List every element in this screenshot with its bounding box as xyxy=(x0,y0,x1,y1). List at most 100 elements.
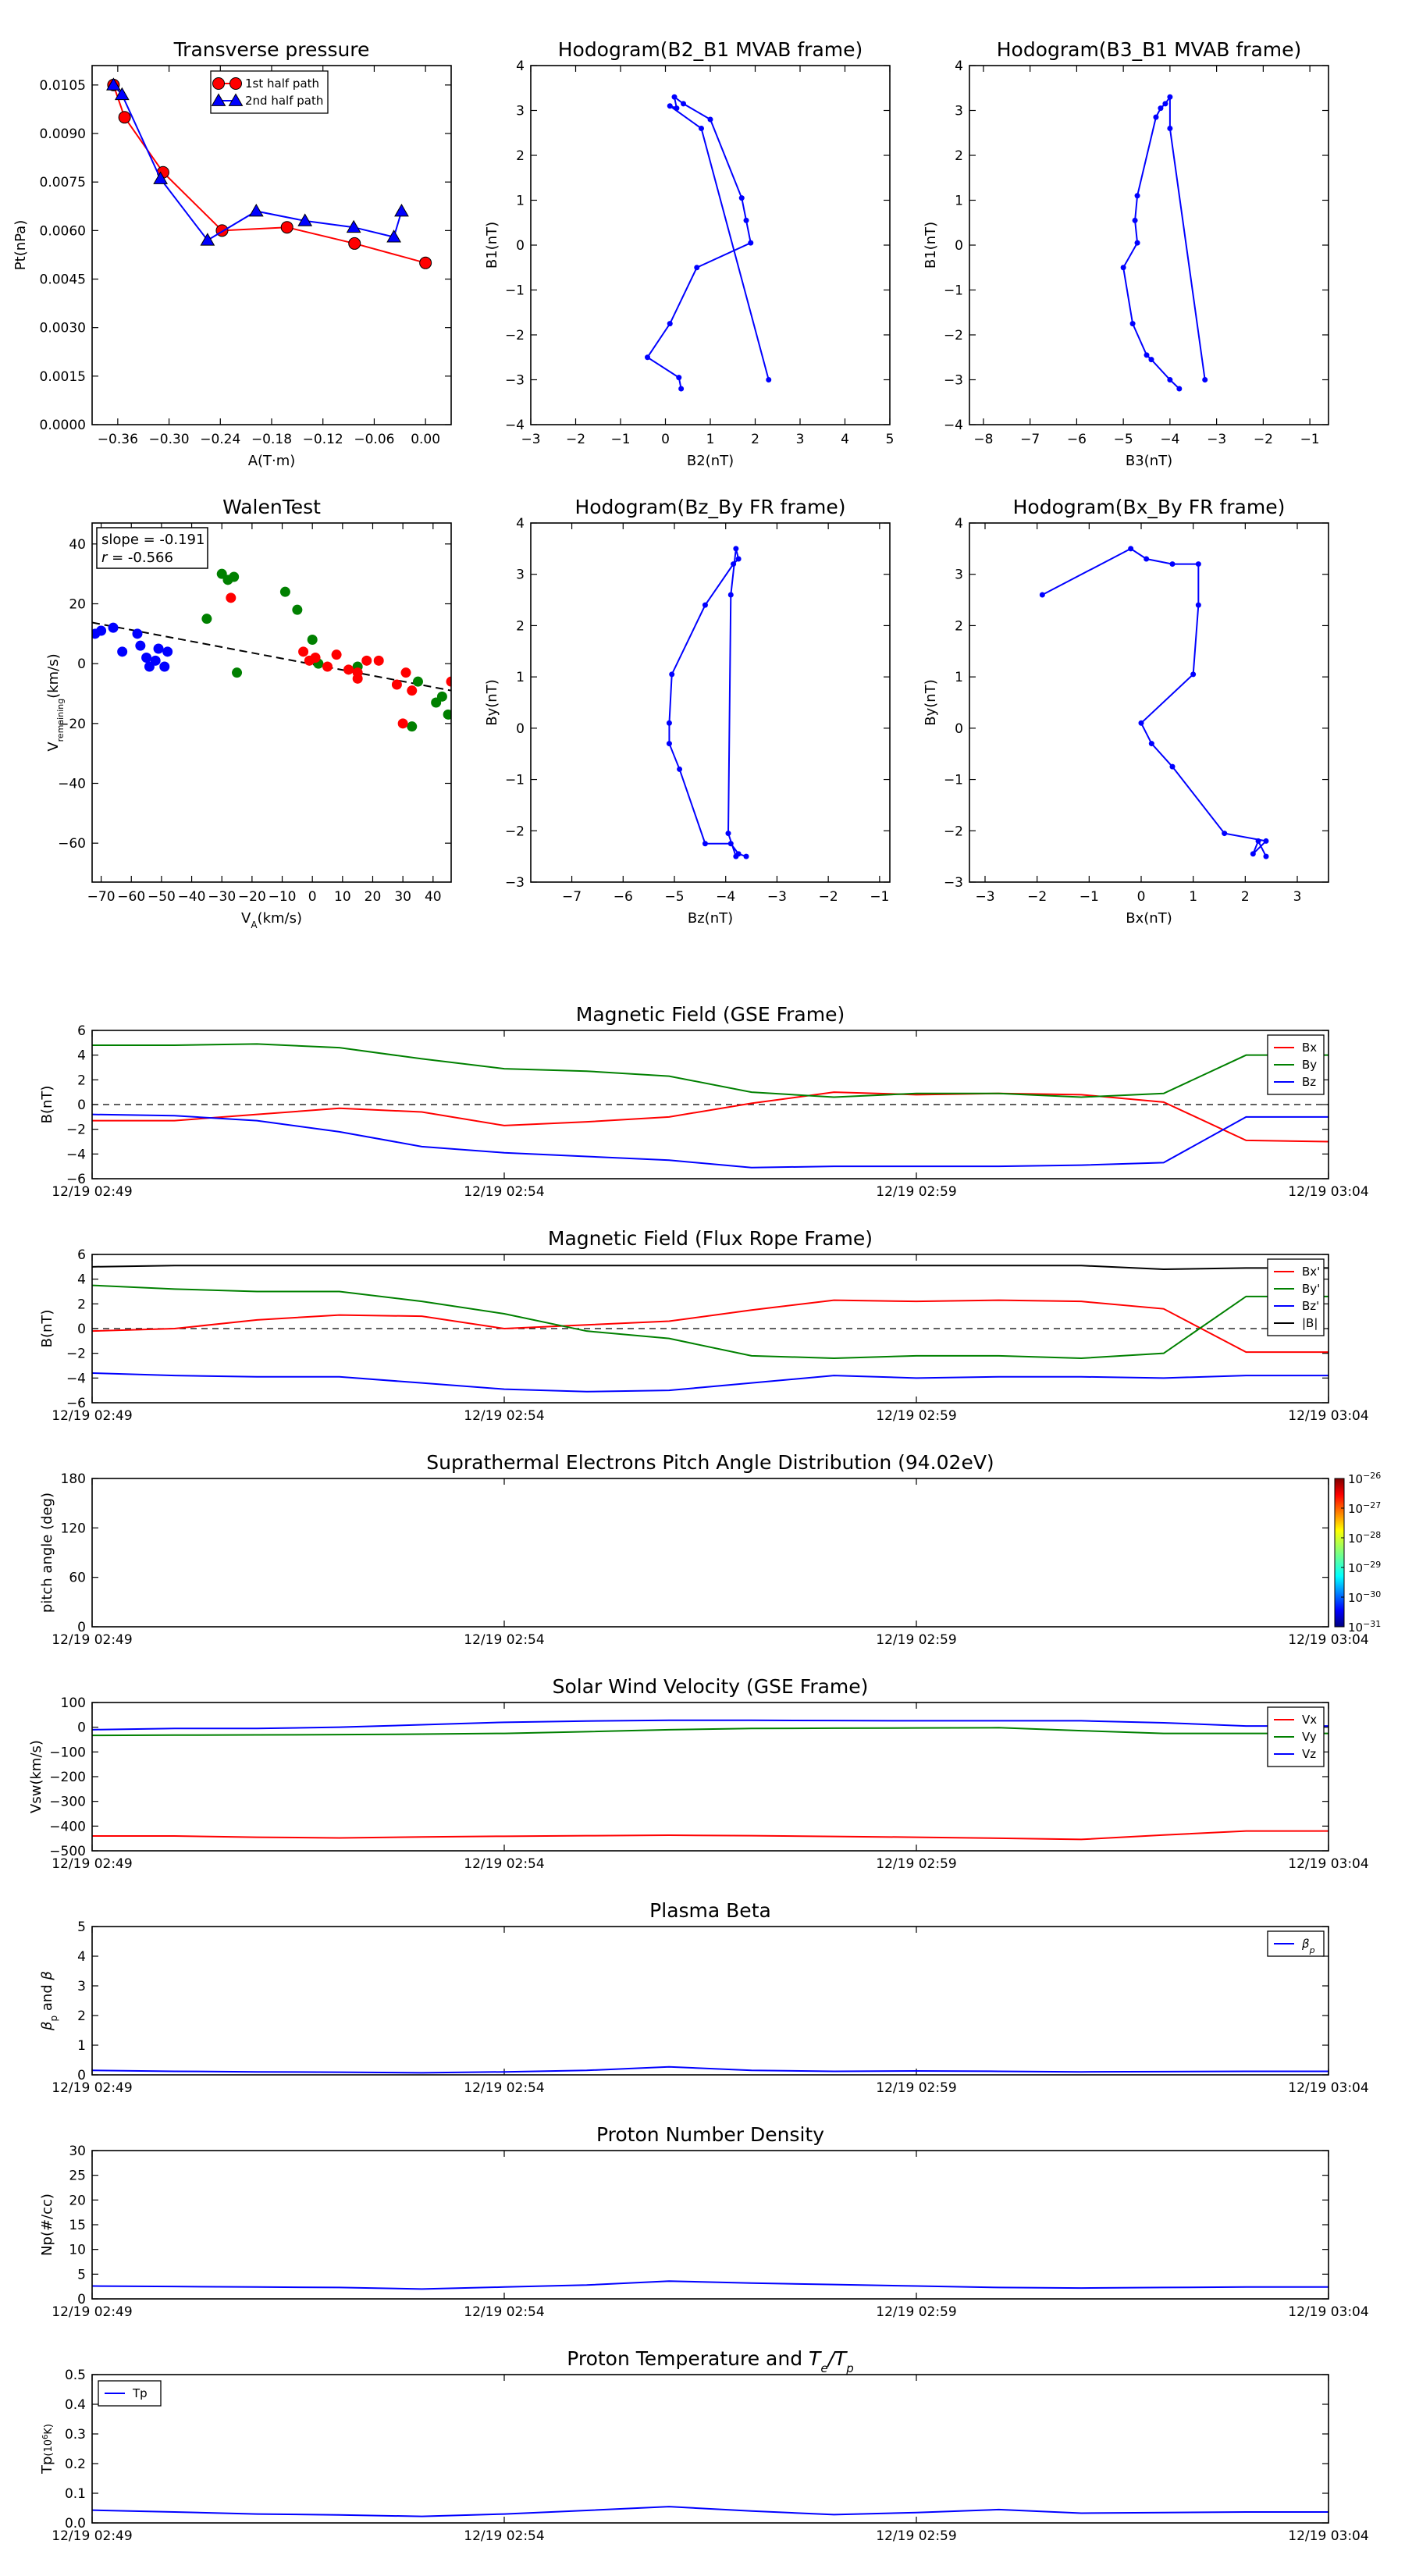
x-tick-label: 12/19 02:54 xyxy=(464,2528,544,2544)
data-point xyxy=(1144,352,1150,358)
data-point xyxy=(292,604,303,615)
x-tick-label: 0 xyxy=(661,432,670,447)
x-tick-label: −6 xyxy=(1067,432,1087,447)
data-point xyxy=(279,586,290,597)
y-tick-label: −60 xyxy=(58,836,86,852)
legend-box xyxy=(210,70,329,114)
x-tick-label: 12/19 02:49 xyxy=(52,1408,132,1424)
legend-label: Vx xyxy=(1302,1713,1317,1727)
y-tick-label: 0 xyxy=(77,1322,86,1337)
plot-area xyxy=(92,2065,1329,2074)
y-tick-label: −500 xyxy=(49,1844,86,1859)
x-tick-label: −10 xyxy=(269,889,297,905)
data-point xyxy=(132,628,143,639)
y-axis-label-and: and xyxy=(39,1980,55,2016)
data-point xyxy=(1153,114,1159,120)
legend-label: Tp xyxy=(132,2386,148,2400)
legend-label: Vz xyxy=(1302,1747,1316,1761)
y-tick-label: −4 xyxy=(505,418,525,433)
chart-h3: Hodogram(Bz_By FR frame) −7 −6 −5 −4 −3 −2 −1 −3… xyxy=(484,496,891,927)
legend-marker xyxy=(211,93,226,106)
x-tick-label: −0.36 xyxy=(98,432,138,447)
x-tick-label: −0.06 xyxy=(354,432,394,447)
y-axis-label-unit: (km/s) xyxy=(45,653,62,698)
legend-label: Bx xyxy=(1302,1041,1317,1055)
y-tick-label: 40 xyxy=(69,537,86,553)
x-tick-label: 12/19 02:54 xyxy=(464,1632,544,1648)
x-tick-label: −3 xyxy=(767,889,787,905)
chart-title: Hodogram(Bz_By FR frame) xyxy=(574,496,845,518)
x-tick-label: −4 xyxy=(716,889,735,905)
y-tick-label: 0.1 xyxy=(65,2486,86,2502)
title-sub-e: e xyxy=(820,2361,827,2375)
x-tick-label: −3 xyxy=(1207,432,1226,447)
data-point xyxy=(407,721,418,732)
plot-area xyxy=(645,94,772,392)
x-tick-label: 3 xyxy=(1293,889,1302,905)
data-point xyxy=(1195,602,1201,608)
y-tick-label: 5 xyxy=(77,1920,86,1935)
legend-label: By xyxy=(1302,1058,1317,1072)
y-tick-label: 180 xyxy=(61,1471,86,1487)
x-tick-label: 12/19 02:49 xyxy=(52,2528,132,2544)
y-axis-label-beta: β xyxy=(39,2021,55,2031)
legend-marker xyxy=(212,77,225,90)
series-line xyxy=(92,2065,1329,2074)
data-point xyxy=(1222,831,1228,837)
y-axis-label-beta2: β xyxy=(39,1971,55,1981)
data-point xyxy=(141,653,152,663)
series-line xyxy=(92,1091,1329,1143)
title-ratio-slash: /T xyxy=(827,2347,848,2370)
data-point xyxy=(676,375,682,381)
plot-area xyxy=(1039,546,1269,859)
x-tick-label: 12/19 03:04 xyxy=(1288,1632,1368,1648)
y-tick-label: 0.3 xyxy=(65,2427,86,2443)
y-axis-label: By(nT) xyxy=(484,679,500,725)
y-tick-label: −40 xyxy=(58,777,86,792)
x-tick-label: −40 xyxy=(178,889,206,905)
chart-tp: Transverse pressure−0.36 −0.30 −0.24 −0.18−… xyxy=(12,38,452,469)
colorbar-label: 10−29 xyxy=(1348,1560,1381,1576)
axes-frame xyxy=(969,65,1329,425)
legend-marker xyxy=(228,93,244,106)
x-tick-label: 12/19 02:49 xyxy=(52,1184,132,1200)
data-point xyxy=(436,691,447,702)
y-tick-label: 0.0090 xyxy=(40,126,86,142)
colorbar-base: 10 xyxy=(1348,1561,1363,1575)
y-tick-label: −2 xyxy=(505,328,525,343)
title-ratio: T xyxy=(809,2347,822,2370)
axes-frame xyxy=(969,522,1329,883)
series-line xyxy=(92,1113,1329,1169)
data-point xyxy=(738,195,745,201)
y-tick-label: 4 xyxy=(77,1272,86,1288)
data-point xyxy=(331,649,342,660)
x-tick-label: 4 xyxy=(841,432,849,447)
x-tick-label: 20 xyxy=(365,889,382,905)
x-tick-label: 12/19 02:59 xyxy=(876,1184,956,1200)
x-tick-label: 12/19 02:59 xyxy=(876,1408,956,1424)
colorbar-exp: −31 xyxy=(1363,1619,1381,1629)
chart-np: Proton Number Density 12/19 02:49 12/19 02… xyxy=(39,2123,1369,2320)
legend-beta: β xyxy=(1301,1937,1310,1951)
legend-label: βp xyxy=(1301,1937,1315,1955)
y-tick-label: 0 xyxy=(77,1720,86,1736)
y-tick-label: 2 xyxy=(77,2008,86,2024)
data-point xyxy=(727,592,734,598)
data-point xyxy=(307,635,318,645)
y-tick-label: 1 xyxy=(955,670,963,685)
y-axis-label: Tp(106K) xyxy=(39,2424,55,2475)
colorbar-exp: −27 xyxy=(1363,1500,1381,1510)
y-tick-label: 4 xyxy=(955,59,963,74)
chart-title: Proton Temperature and Te/Tp xyxy=(567,2347,854,2375)
y-axis-label: B(nT) xyxy=(39,1310,55,1348)
chart-vsw: Solar Wind Velocity (GSE Frame) 12/19 02:… xyxy=(28,1675,1369,1872)
x-tick-label: 0.00 xyxy=(411,432,440,447)
x-tick-label: 5 xyxy=(886,432,895,447)
data-point xyxy=(201,614,212,624)
y-tick-label: 1 xyxy=(516,194,525,209)
data-point xyxy=(707,116,713,123)
data-point xyxy=(153,171,168,184)
colorbar-exp: −30 xyxy=(1363,1589,1381,1599)
x-tick-label: 2 xyxy=(1241,889,1250,905)
